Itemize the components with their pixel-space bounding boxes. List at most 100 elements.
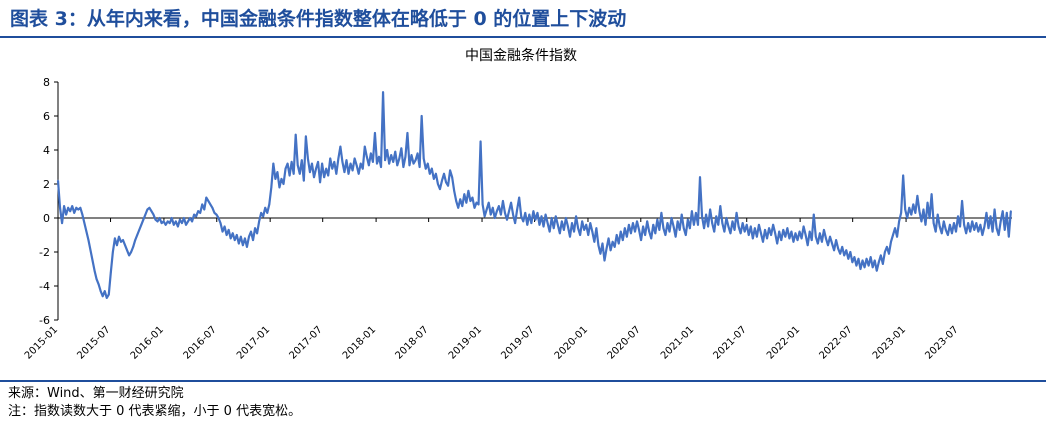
data-point	[400, 147, 403, 150]
data-point	[457, 206, 460, 209]
data-point	[798, 230, 801, 233]
data-point	[109, 271, 112, 274]
data-point	[215, 213, 218, 216]
data-point	[524, 212, 527, 214]
data-point	[522, 220, 525, 223]
data-point	[451, 176, 454, 179]
data-point	[191, 220, 193, 223]
data-point	[174, 220, 177, 223]
data-point	[512, 213, 514, 216]
x-tick-label: 2015-07	[75, 324, 112, 361]
data-point	[705, 213, 707, 216]
data-point	[508, 210, 510, 213]
data-point	[136, 234, 139, 236]
data-point	[256, 232, 259, 235]
data-point	[347, 172, 350, 175]
data-point	[430, 167, 433, 170]
data-point	[292, 172, 295, 175]
line-chart: 中国金融条件指数 -6 -4 -2 0 2 4 6 8 2015-01 2015-07 2016-…	[23, 47, 1012, 362]
data-point	[892, 234, 894, 236]
data-point	[944, 229, 947, 231]
data-point	[841, 246, 844, 248]
data-point	[264, 206, 267, 209]
data-point	[942, 220, 945, 223]
x-tick-label: 2019-07	[499, 324, 536, 361]
data-point	[867, 264, 870, 267]
data-point	[948, 223, 951, 226]
x-tick-label: 2017-01	[235, 324, 272, 361]
data-point	[571, 222, 573, 225]
data-point	[916, 195, 919, 197]
data-point	[195, 215, 198, 218]
x-tick-label: 2018-01	[341, 324, 378, 361]
data-point	[577, 227, 579, 230]
x-tick-label: 2023-01	[871, 324, 908, 361]
data-point	[849, 251, 852, 253]
data-point	[410, 154, 413, 156]
data-point	[723, 230, 726, 233]
data-point	[642, 225, 645, 228]
data-point	[955, 230, 957, 233]
data-point	[540, 215, 543, 218]
data-point	[869, 256, 872, 258]
data-point	[59, 206, 61, 209]
y-tick-label: 0	[43, 212, 50, 225]
data-point	[467, 189, 470, 192]
x-tick-label: 2020-01	[553, 324, 590, 361]
data-point	[879, 254, 882, 257]
data-point	[392, 161, 395, 163]
data-point	[81, 213, 84, 216]
data-point	[861, 259, 864, 262]
x-tick-label: 2018-07	[393, 324, 430, 361]
data-point	[402, 166, 405, 168]
data-point	[774, 232, 777, 235]
data-point	[235, 234, 238, 236]
data-point	[380, 166, 382, 168]
data-point	[562, 229, 565, 231]
data-point	[971, 220, 974, 223]
data-point	[445, 181, 447, 184]
data-point	[282, 183, 285, 185]
data-point	[284, 167, 287, 170]
data-point	[650, 237, 653, 240]
data-point	[176, 225, 179, 228]
data-point	[697, 223, 699, 226]
data-point	[859, 268, 862, 270]
data-point	[794, 232, 797, 235]
data-point	[422, 157, 425, 160]
data-point	[991, 230, 994, 233]
data-point	[731, 220, 734, 223]
data-point	[951, 232, 953, 235]
data-point	[737, 225, 740, 228]
data-point	[646, 220, 649, 223]
data-point	[796, 239, 799, 242]
data-point	[207, 200, 210, 202]
data-point	[495, 210, 498, 213]
data-point	[908, 206, 911, 209]
data-point	[239, 235, 242, 238]
x-tick-label: 2016-01	[129, 324, 166, 361]
source-rule	[0, 380, 1046, 382]
data-point	[814, 235, 817, 238]
y-tick-label: -6	[39, 314, 50, 327]
data-point	[654, 232, 657, 235]
data-point	[439, 188, 441, 191]
data-point	[890, 240, 892, 243]
data-point	[715, 215, 718, 218]
data-point	[800, 237, 803, 240]
data-point	[619, 230, 622, 233]
data-point	[727, 225, 730, 228]
data-point	[465, 201, 468, 204]
data-point	[695, 212, 697, 214]
data-point	[613, 246, 616, 248]
data-point	[87, 239, 90, 242]
data-point	[953, 222, 955, 225]
data-point	[940, 232, 943, 235]
data-point	[260, 212, 263, 214]
data-point	[741, 222, 744, 225]
data-point	[355, 164, 358, 167]
data-point	[213, 212, 216, 214]
data-point	[640, 239, 642, 242]
data-point	[928, 217, 931, 219]
data-point	[270, 186, 273, 189]
